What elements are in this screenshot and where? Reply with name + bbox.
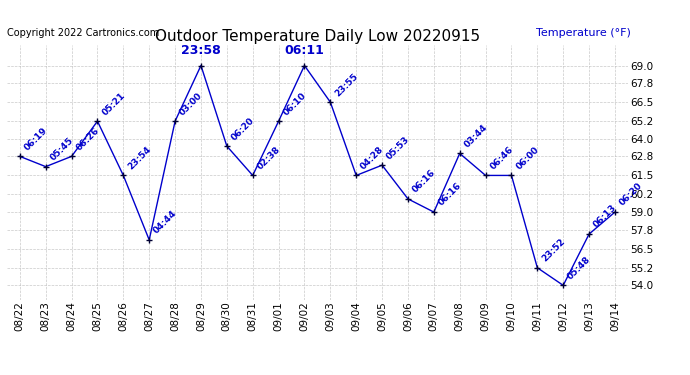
Text: 06:20: 06:20 [230, 116, 256, 142]
Text: 06:16: 06:16 [411, 168, 437, 195]
Text: 23:54: 23:54 [126, 145, 152, 171]
Text: 23:58: 23:58 [181, 44, 221, 57]
Text: 06:13: 06:13 [592, 203, 618, 230]
Text: 05:48: 05:48 [566, 255, 593, 281]
Text: 05:53: 05:53 [385, 135, 411, 161]
Text: 04:44: 04:44 [152, 209, 179, 236]
Text: 02:38: 02:38 [255, 145, 282, 171]
Title: Outdoor Temperature Daily Low 20220915: Outdoor Temperature Daily Low 20220915 [155, 29, 480, 44]
Text: 06:46: 06:46 [489, 145, 515, 171]
Text: 23:52: 23:52 [540, 237, 566, 264]
Text: 03:44: 03:44 [462, 123, 489, 149]
Text: Copyright 2022 Cartronics.com: Copyright 2022 Cartronics.com [7, 27, 159, 38]
Text: 06:11: 06:11 [284, 44, 324, 57]
Text: 06:16: 06:16 [437, 182, 463, 208]
Text: 05:21: 05:21 [100, 90, 127, 117]
Text: 04:28: 04:28 [359, 145, 386, 171]
Text: 06:19: 06:19 [23, 126, 49, 152]
Text: 06:00: 06:00 [514, 145, 540, 171]
Text: 06:26: 06:26 [75, 126, 101, 152]
Text: Temperature (°F): Temperature (°F) [537, 27, 631, 38]
Text: 23:55: 23:55 [333, 71, 359, 98]
Text: 03:00: 03:00 [178, 91, 204, 117]
Text: 06:20: 06:20 [618, 182, 644, 208]
Text: 05:45: 05:45 [48, 136, 75, 162]
Text: 06:10: 06:10 [282, 91, 308, 117]
